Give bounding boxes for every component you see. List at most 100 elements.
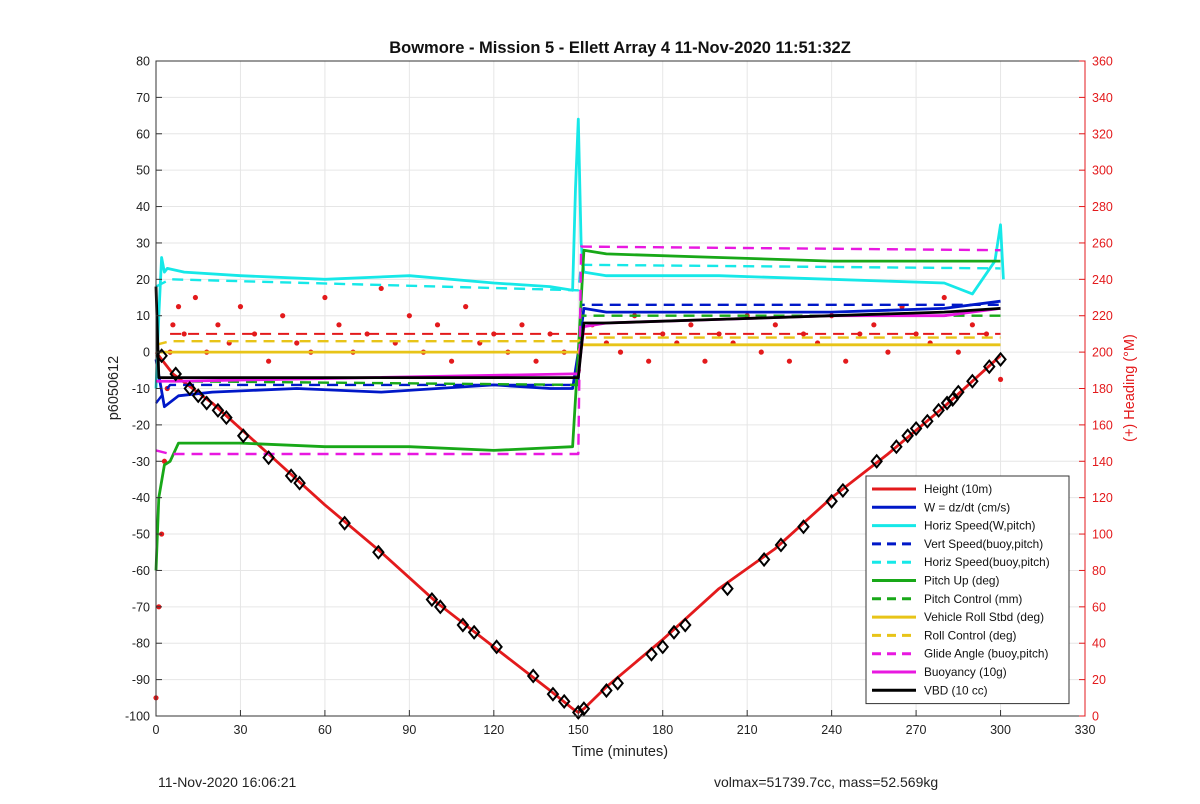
heading-point	[251, 331, 258, 337]
depth-marker	[721, 581, 734, 597]
legend-label: Vert Speed(buoy,pitch)	[924, 537, 1043, 551]
series-line-horiz-speed-buoy-pitch	[155, 263, 1001, 292]
depth-marker	[467, 624, 481, 640]
y-tick-label: 70	[136, 91, 150, 105]
depth-marker	[546, 686, 560, 702]
y2-tick-label: 180	[1092, 382, 1113, 396]
y-tick-label: -70	[132, 600, 150, 614]
y2-tick-label: 80	[1092, 564, 1106, 578]
heading-point	[237, 304, 244, 310]
legend-label: W = dz/dt (cm/s)	[924, 500, 1010, 514]
depth-marker	[952, 384, 965, 400]
depth-marker	[434, 599, 447, 615]
legend-label: Horiz Speed(W,pitch)	[924, 519, 1036, 533]
depth-marker	[757, 551, 771, 568]
depth-marker	[220, 410, 233, 426]
y2-tick-label: 140	[1092, 455, 1113, 469]
heading-point	[181, 331, 187, 337]
y2-tick-label: 0	[1092, 710, 1099, 724]
series-line-horiz-speed-w-pitch	[154, 117, 1005, 389]
depth-marker	[890, 439, 903, 455]
heading-point	[533, 358, 539, 364]
legend-label: Pitch Up (deg)	[924, 574, 999, 588]
x-axis-label: Time (minutes)	[572, 744, 668, 760]
legend-label: VBD (10 cc)	[924, 683, 988, 697]
heading-point	[702, 358, 708, 364]
heading-point	[406, 313, 412, 319]
heading-point	[378, 285, 384, 292]
heading-point	[192, 294, 199, 301]
heading-point	[617, 349, 624, 355]
heading-point	[175, 304, 182, 310]
depth-marker	[490, 639, 503, 655]
heading-point	[885, 349, 891, 355]
y-tick-label: 50	[136, 164, 150, 178]
y2-axis-label: (+) Heading (°M)	[1122, 334, 1138, 442]
y-tick-label: 30	[136, 236, 150, 250]
footer-timestamp: 11-Nov-2020 16:06:21	[158, 774, 297, 790]
depth-marker	[909, 420, 923, 437]
x-tick-label: 240	[821, 723, 842, 737]
depth-marker	[645, 646, 658, 662]
series-line-glide-angle-buoy-pitch	[155, 245, 1001, 456]
x-tick-label: 120	[483, 723, 504, 737]
heading-point	[491, 331, 497, 337]
heading-point	[294, 340, 300, 346]
heading-point	[997, 376, 1004, 383]
depth-marker	[526, 668, 540, 684]
depth-marker	[797, 519, 810, 535]
y-tick-label: 20	[136, 273, 150, 287]
legend-label: Pitch Control (mm)	[924, 592, 1022, 606]
y-axis-right: 3603403203002802602402202001801601401201…	[1079, 55, 1113, 724]
series-line-roll-control-deg	[155, 336, 1001, 346]
y2-tick-label: 360	[1092, 55, 1113, 69]
heading-point	[448, 358, 455, 364]
heading-point	[716, 331, 722, 337]
depth-marker	[836, 482, 850, 498]
series-line-vehicle-roll-stbd-deg	[156, 343, 1001, 354]
x-axis: 0 30 60 90 120 150 180 210 240 270 300 330	[153, 710, 1095, 737]
heading-point	[547, 331, 553, 337]
heading-point	[843, 358, 849, 364]
series-line-vbd-10-cc	[154, 286, 1001, 380]
y-tick-label: -90	[132, 673, 150, 687]
heading-point	[941, 294, 947, 301]
x-tick-label: 30	[234, 723, 248, 737]
y-tick-label: 40	[136, 200, 150, 214]
heading-point	[758, 349, 764, 355]
depth-marker	[678, 617, 692, 633]
y-tick-label: -30	[132, 455, 150, 469]
legend-label: Buoyancy (10g)	[924, 665, 1007, 679]
y-tick-label: 80	[136, 55, 150, 69]
y2-tick-label: 60	[1092, 600, 1106, 614]
depth-marker	[557, 693, 571, 710]
chart-title: Bowmore - Mission 5 - Ellett Array 4 11-…	[389, 39, 851, 57]
depth-marker	[994, 351, 1007, 367]
depth-marker	[262, 450, 275, 466]
y2-tick-label: 120	[1092, 491, 1113, 505]
y-tick-label: 0	[143, 346, 150, 360]
heading-point	[800, 331, 807, 337]
x-tick-label: 210	[737, 723, 758, 737]
depth-marker	[293, 475, 306, 491]
heading-point	[322, 294, 328, 301]
depth-marker	[338, 515, 351, 531]
x-tick-label: 150	[568, 723, 589, 737]
y-tick-label: -50	[132, 528, 150, 542]
y2-tick-label: 160	[1092, 418, 1113, 432]
legend: Height (10m) W = dz/dt (cm/s) Horiz Speed(…	[865, 475, 1070, 705]
depth-marker	[372, 544, 385, 560]
y-tick-label: -80	[132, 637, 150, 651]
y-tick-label: -10	[132, 382, 150, 396]
depth-marker	[921, 413, 934, 429]
x-tick-label: 90	[402, 723, 416, 737]
y-tick-label: -20	[132, 418, 150, 432]
depth-marker	[155, 348, 168, 364]
depth-marker	[211, 402, 225, 418]
legend-label: Roll Control (deg)	[924, 628, 1017, 642]
legend-box	[865, 475, 1070, 705]
depth-marker	[667, 624, 681, 640]
x-tick-label: 60	[318, 723, 332, 737]
depth-marker	[577, 701, 591, 717]
chart: Bowmore - Mission 5 - Ellett Array 4 11-…	[106, 39, 1138, 760]
